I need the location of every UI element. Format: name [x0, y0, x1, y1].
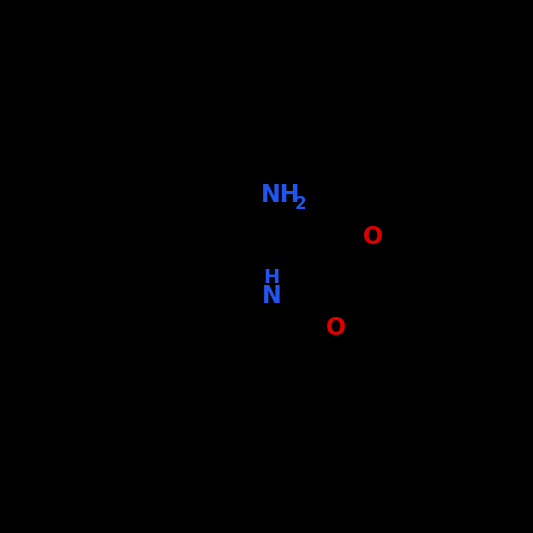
Text: O: O: [363, 225, 383, 249]
Text: H: H: [264, 268, 280, 287]
Text: O: O: [326, 316, 346, 340]
Text: NH: NH: [261, 182, 301, 207]
Text: 2: 2: [294, 195, 306, 213]
Text: N: N: [262, 284, 282, 308]
